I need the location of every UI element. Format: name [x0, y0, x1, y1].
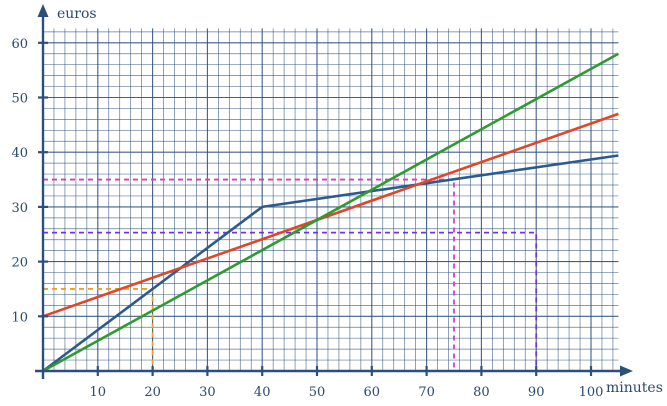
series-line [42, 52, 620, 373]
y-axis-arrow [37, 4, 49, 17]
guide-line [43, 231, 538, 371]
x-axis-label: minutes [606, 380, 663, 396]
x-tick-label: 80 [473, 385, 490, 400]
x-tick-label: 40 [254, 385, 271, 400]
y-tick-label: 10 [11, 310, 28, 325]
y-axis-label: euros [57, 6, 97, 22]
x-tick-label: 70 [418, 385, 435, 400]
x-tick-label: 20 [144, 385, 161, 400]
y-tick-label: 60 [11, 37, 28, 52]
x-tick-label: 30 [199, 385, 216, 400]
x-tick-labels: 10 20 30 40 50 60 70 80 90 100 [90, 366, 604, 400]
y-tick-label: 30 [11, 201, 28, 216]
guide-line [43, 178, 455, 371]
x-axis-arrow [620, 365, 633, 377]
series-line [42, 112, 619, 318]
y-tick-label: 20 [11, 256, 28, 271]
guide-lines [43, 178, 538, 371]
x-tick-label: 60 [364, 385, 381, 400]
series-line [42, 154, 619, 373]
x-tick-label: 10 [90, 385, 107, 400]
x-tick-label: 90 [528, 385, 545, 400]
y-tick-label: 50 [11, 92, 28, 107]
axes [35, 4, 633, 379]
x-tick-label: 100 [579, 385, 604, 400]
series-lines [42, 52, 620, 373]
y-tick-labels: 10 20 30 40 50 60 [11, 37, 48, 325]
y-tick-label: 40 [11, 146, 28, 161]
x-tick-label: 50 [309, 385, 326, 400]
grid [43, 28, 619, 371]
